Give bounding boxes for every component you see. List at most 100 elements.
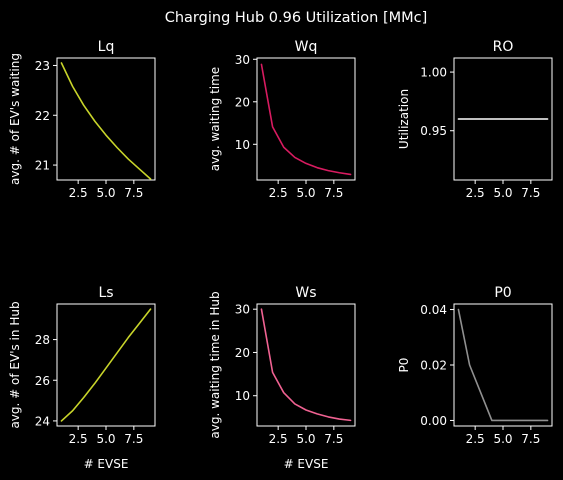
panel-ws-data-point — [283, 392, 285, 394]
panel-ro-data-point — [524, 118, 526, 120]
panel-p0-data-point — [524, 420, 526, 422]
panel-ro-xtick-label: 7.5 — [521, 186, 540, 200]
panel-wq-ytick-label: 20 — [235, 95, 250, 109]
panel-p0-data-point — [547, 420, 549, 422]
panel-wq-xtick-label: 2.5 — [269, 186, 288, 200]
panel-ls-xlabel: # EVSE — [84, 457, 129, 471]
panel-ls-ytick-label: 28 — [35, 333, 50, 347]
panel-ls-data-point — [94, 383, 96, 385]
panel-ls-ytick-label: 24 — [35, 414, 50, 428]
panel-ls-xtick-label: 7.5 — [124, 432, 143, 446]
panel-ro-ytick-label: 1.00 — [420, 66, 447, 80]
panel-lq-data-point — [83, 105, 85, 107]
panel-wq: Wq 2.5 5.0 7.5 10 20 30 avg. waiting time — [208, 39, 356, 200]
panel-lq-ytick-label: 21 — [35, 159, 50, 173]
panel-p0-data-point — [469, 364, 471, 366]
panel-ws-ytick-label: 10 — [235, 389, 250, 403]
panel-ws-data-point — [350, 420, 352, 422]
panel-wq-ytick-label: 10 — [235, 138, 250, 152]
panel-p0-xtick-label: 7.5 — [521, 432, 540, 446]
panel-lq: Lq 2.5 5.0 7.5 21 22 23 avg. # of EV's waiting — [8, 39, 156, 200]
panel-ws-ytick-label: 30 — [235, 303, 250, 317]
panel-lq-data-point — [105, 134, 107, 136]
panel-ws-series-line — [260, 308, 352, 422]
panel-lq-ytick-label: 22 — [35, 109, 50, 123]
panel-ws-data-point — [261, 308, 263, 310]
panel-p0-data-point — [480, 392, 482, 394]
panel-ro-data-point — [480, 118, 482, 120]
panel-wq-ylabel: avg. waiting time — [208, 67, 222, 171]
panel-ws: Ws 2.5 5.0 7.5 10 20 30 avg. waiting time in Hu… — [208, 285, 356, 471]
panel-ls-data-point — [116, 352, 118, 354]
panel-ws-data-point — [327, 416, 329, 418]
panel-ro-data-point — [547, 118, 549, 120]
panel-ws-xtick-label: 5.0 — [296, 432, 315, 446]
panel-ls-data-point — [150, 308, 152, 310]
panel-lq-data-point — [139, 168, 141, 170]
panel-wq-data-point — [261, 64, 263, 66]
panel-ws-axes-frame — [256, 303, 356, 427]
panel-wq-title: Wq — [295, 39, 318, 55]
panel-ws-xtick-label: 2.5 — [269, 432, 288, 446]
panel-ls-ylabel: avg. # of EV's in Hub — [8, 301, 22, 428]
panel-wq-xtick-label: 5.0 — [296, 186, 315, 200]
panel-lq-ytick-label: 23 — [35, 59, 50, 73]
panel-p0-ylabel: P0 — [397, 358, 411, 373]
panel-lq-xtick-label: 7.5 — [124, 186, 143, 200]
panel-ws-data-point — [339, 418, 341, 420]
panel-lq-ylabel: avg. # of EV's waiting — [8, 53, 22, 185]
panel-ls-title: Ls — [98, 285, 113, 301]
panel-ls: Ls 2.5 5.0 7.5 24 26 28 avg. # of EV's in Hub # … — [8, 285, 156, 471]
panel-wq-ytick-label: 30 — [235, 53, 250, 67]
panel-wq-data-point — [272, 126, 274, 128]
panel-ro-xtick-label: 5.0 — [493, 186, 512, 200]
panel-ro-data-point — [469, 118, 471, 120]
panel-ls-ytick-label: 26 — [35, 374, 50, 388]
panel-p0-ytick-label: 0.04 — [420, 303, 447, 317]
panel-wq-data-point — [316, 167, 318, 169]
panel-ws-data-point — [294, 403, 296, 405]
panel-p0-xtick-label: 5.0 — [493, 432, 512, 446]
panel-wq-data-point — [339, 172, 341, 174]
panel-ws-xtick-label: 7.5 — [324, 432, 343, 446]
panel-ws-data-point — [316, 413, 318, 415]
panel-wq-data-point — [283, 146, 285, 148]
panel-ro-data-point — [458, 118, 460, 120]
panel-lq-xtick-label: 5.0 — [96, 186, 115, 200]
panel-ls-data-point — [127, 337, 129, 339]
panel-ls-data-point — [72, 410, 74, 412]
panel-ls-xtick-label: 5.0 — [96, 432, 115, 446]
panel-ro-data-point — [513, 118, 515, 120]
panel-p0-data-point — [502, 420, 504, 422]
panel-wq-data-point — [305, 163, 307, 165]
figure-title: Charging Hub 0.96 Utilization [MMc] — [165, 10, 428, 26]
panel-p0-xtick-label: 2.5 — [466, 432, 485, 446]
panel-p0-data-point — [491, 420, 493, 422]
panel-p0-title: P0 — [494, 285, 511, 301]
panel-wq-data-point — [350, 174, 352, 176]
panel-ls-data-point — [61, 420, 63, 422]
panel-ro-xtick-label: 2.5 — [466, 186, 485, 200]
panel-ws-ylabel: avg. waiting time in Hub — [208, 291, 222, 438]
panel-ro: RO 2.5 5.0 7.5 0.95 1.00 Utilization — [397, 39, 553, 200]
panel-p0-axes-frame — [453, 303, 553, 427]
panel-p0-ytick-label: 0.00 — [420, 414, 447, 428]
panel-lq-data-point — [61, 62, 63, 64]
panel-ls-data-point — [83, 397, 85, 399]
panel-p0-data-point — [536, 420, 538, 422]
panel-wq-data-point — [294, 157, 296, 159]
panel-ws-data-point — [272, 372, 274, 374]
panel-ws-xlabel: # EVSE — [284, 457, 329, 471]
panel-wq-series-line — [260, 63, 352, 176]
panel-ro-ytick-label: 0.95 — [420, 124, 447, 138]
panel-ls-data-point — [105, 367, 107, 369]
panel-lq-data-point — [94, 120, 96, 122]
panel-lq-data-point — [72, 86, 74, 88]
panel-lq-data-point — [116, 147, 118, 149]
panel-ro-title: RO — [493, 39, 514, 55]
panel-ls-xtick-label: 2.5 — [69, 432, 88, 446]
panel-lq-xtick-label: 2.5 — [69, 186, 88, 200]
panel-p0-series-line — [457, 308, 549, 422]
panel-lq-title: Lq — [98, 39, 115, 55]
